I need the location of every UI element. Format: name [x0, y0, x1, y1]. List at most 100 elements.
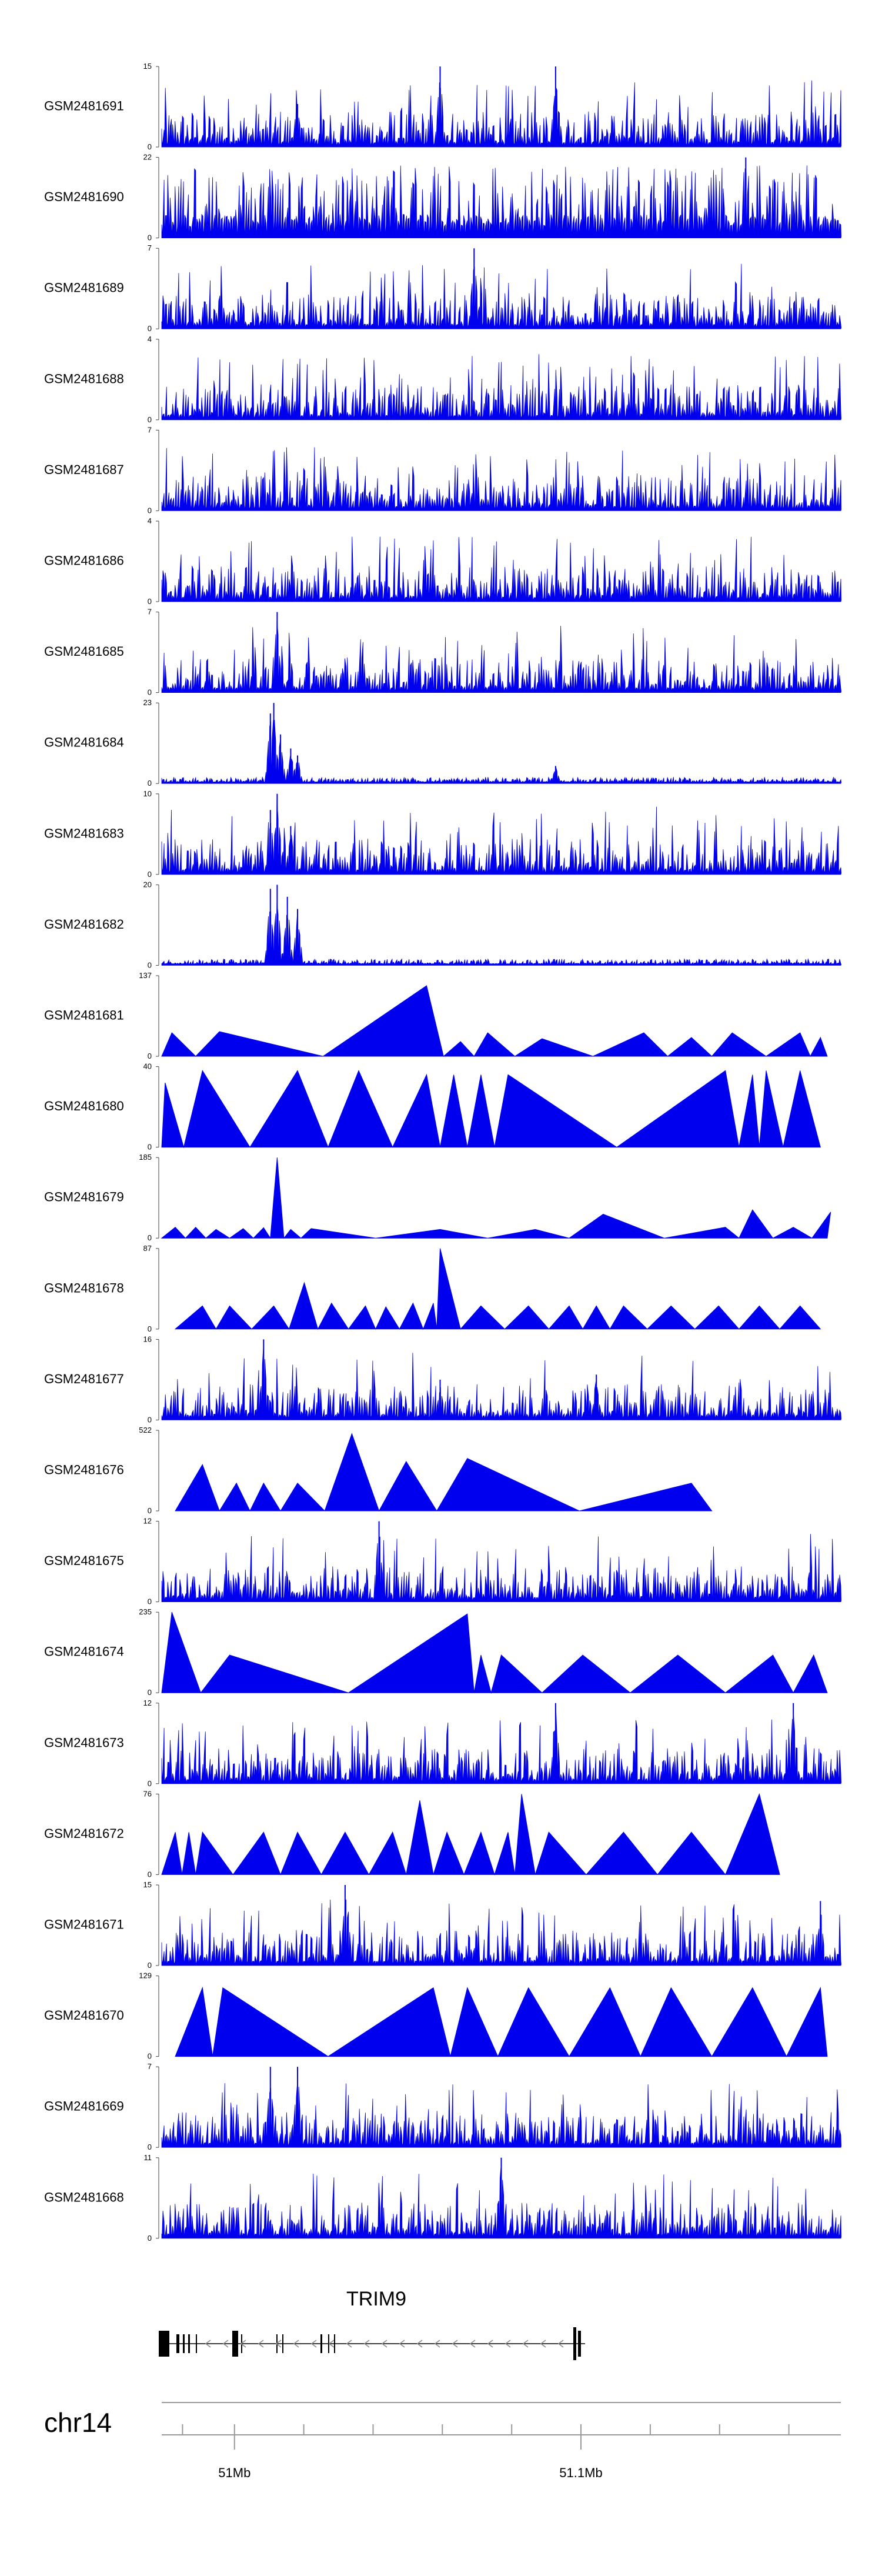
track-label: GSM2481686 [44, 553, 124, 568]
track-label: GSM2481670 [44, 2008, 124, 2023]
coverage-area [175, 1986, 828, 2057]
y-max-label: 76 [143, 1789, 152, 1798]
strand-arrow [416, 2340, 423, 2348]
track-label: GSM2481690 [44, 189, 124, 204]
y-max-label: 4 [148, 516, 152, 525]
y-min-label: 0 [148, 1143, 152, 1152]
track-label: GSM2481674 [44, 1644, 124, 1659]
track-label: GSM2481679 [44, 1190, 124, 1204]
y-max-label: 15 [143, 62, 152, 71]
y-max-label: 235 [139, 1607, 152, 1616]
coverage-tracks: GSM2481691150GSM2481690220GSM248168970GS… [44, 62, 842, 2243]
strand-arrow [328, 2340, 335, 2348]
gene-features [159, 2327, 581, 2360]
y-min-label: 0 [148, 1870, 152, 1878]
y-min-label: 0 [148, 2143, 152, 2151]
track-label: GSM2481672 [44, 1826, 124, 1841]
track-GSM2481669: GSM2481669 7 0 [44, 2062, 842, 2151]
gene-exon [183, 2334, 185, 2353]
y-max-label: 11 [144, 2153, 152, 2162]
track-GSM2481691: GSM2481691 15 0 [44, 62, 842, 151]
coverage-area [174, 1248, 821, 1330]
y-min-label: 0 [148, 597, 152, 606]
track-label: GSM2481678 [44, 1280, 124, 1295]
track-GSM2481672: GSM2481672 76 0 [44, 1789, 780, 1878]
coverage-area [161, 719, 842, 784]
y-min-label: 0 [148, 1052, 152, 1060]
strand-arrow [505, 2340, 511, 2348]
coverage-area [161, 1899, 842, 1966]
track-label: GSM2481689 [44, 281, 124, 295]
track-label: GSM2481685 [44, 644, 124, 659]
coverage-area [175, 1433, 713, 1512]
y-min-label: 0 [148, 2052, 152, 2061]
track-label: GSM2481673 [44, 1735, 124, 1750]
gene-exon [320, 2334, 322, 2353]
track-GSM2481683: GSM2481683 10 0 [44, 789, 842, 879]
track-GSM2481681: GSM2481681 137 0 [44, 971, 828, 1060]
strand-arrow [399, 2340, 405, 2348]
coverage-area [161, 1707, 842, 1784]
coverage-area [161, 1070, 821, 1149]
gene-exon [232, 2331, 238, 2357]
track-GSM2481686: GSM2481686 4 0 [44, 516, 842, 606]
y-min-label: 0 [148, 1233, 152, 1242]
y-min-label: 0 [148, 960, 152, 969]
track-label: GSM2481680 [44, 1099, 124, 1113]
coverage-area [161, 900, 842, 966]
track-label: GSM2481668 [44, 2190, 124, 2204]
strand-arrow [540, 2340, 546, 2348]
y-min-label: 0 [148, 506, 152, 515]
strand-arrow [487, 2340, 493, 2348]
track-GSM2481676: GSM2481676 522 0 [44, 1426, 713, 1515]
gene-label: TRIM9 [346, 2288, 406, 2310]
track-GSM2481674: GSM2481674 235 0 [44, 1607, 828, 1697]
coverage-area [161, 1343, 842, 1420]
coverage-area [161, 985, 828, 1057]
y-min-label: 0 [148, 870, 152, 879]
track-GSM2481678: GSM2481678 87 0 [44, 1244, 821, 1333]
coverage-area [161, 536, 842, 602]
track-GSM2481671: GSM2481671 15 0 [44, 1880, 842, 1970]
track-GSM2481668: GSM2481668 11 0 [44, 2153, 842, 2243]
y-min-label: 0 [148, 1415, 152, 1424]
coverage-area [161, 798, 842, 875]
gene-exon [578, 2331, 581, 2357]
gene-exon [282, 2334, 283, 2353]
strand-arrow [240, 2340, 246, 2348]
genome-axis: 51Mb 51.1Mb [162, 2424, 841, 2480]
track-label: GSM2481683 [44, 826, 124, 840]
coverage-area [161, 165, 842, 238]
gene-exon [176, 2334, 179, 2353]
track-label: GSM2481677 [44, 1372, 124, 1386]
y-min-label: 0 [148, 1506, 152, 1515]
track-GSM2481682: GSM2481682 20 0 [44, 880, 842, 969]
y-max-label: 522 [139, 1426, 152, 1434]
chromosome-label: chr14 [44, 2407, 112, 2438]
track-label: GSM2481688 [44, 371, 124, 386]
track-label: GSM2481681 [44, 1008, 124, 1023]
strand-arrow [522, 2340, 529, 2348]
strand-arrow [346, 2340, 352, 2348]
track-label: GSM2481684 [44, 735, 124, 750]
y-max-label: 23 [143, 698, 152, 707]
coverage-area [161, 1612, 828, 1694]
y-max-label: 10 [143, 789, 152, 798]
track-GSM2481685: GSM2481685 7 0 [44, 608, 842, 697]
track-GSM2481677: GSM2481677 16 0 [44, 1334, 842, 1424]
y-min-label: 0 [148, 779, 152, 788]
y-max-label: 40 [143, 1062, 152, 1071]
y-max-label: 129 [139, 1971, 152, 1980]
track-GSM2481690: GSM2481690 22 0 [44, 153, 842, 242]
y-min-label: 0 [148, 1324, 152, 1333]
y-min-label: 0 [148, 1597, 152, 1606]
strand-arrow [381, 2340, 387, 2348]
track-label: GSM2481687 [44, 462, 124, 477]
y-min-label: 0 [148, 324, 152, 333]
track-label: GSM2481676 [44, 1463, 124, 1477]
y-max-label: 7 [148, 2062, 152, 2071]
strand-arrow [469, 2340, 476, 2348]
y-max-label: 185 [139, 1153, 152, 1162]
strand-arrow [363, 2340, 370, 2348]
coverage-area [161, 263, 842, 329]
